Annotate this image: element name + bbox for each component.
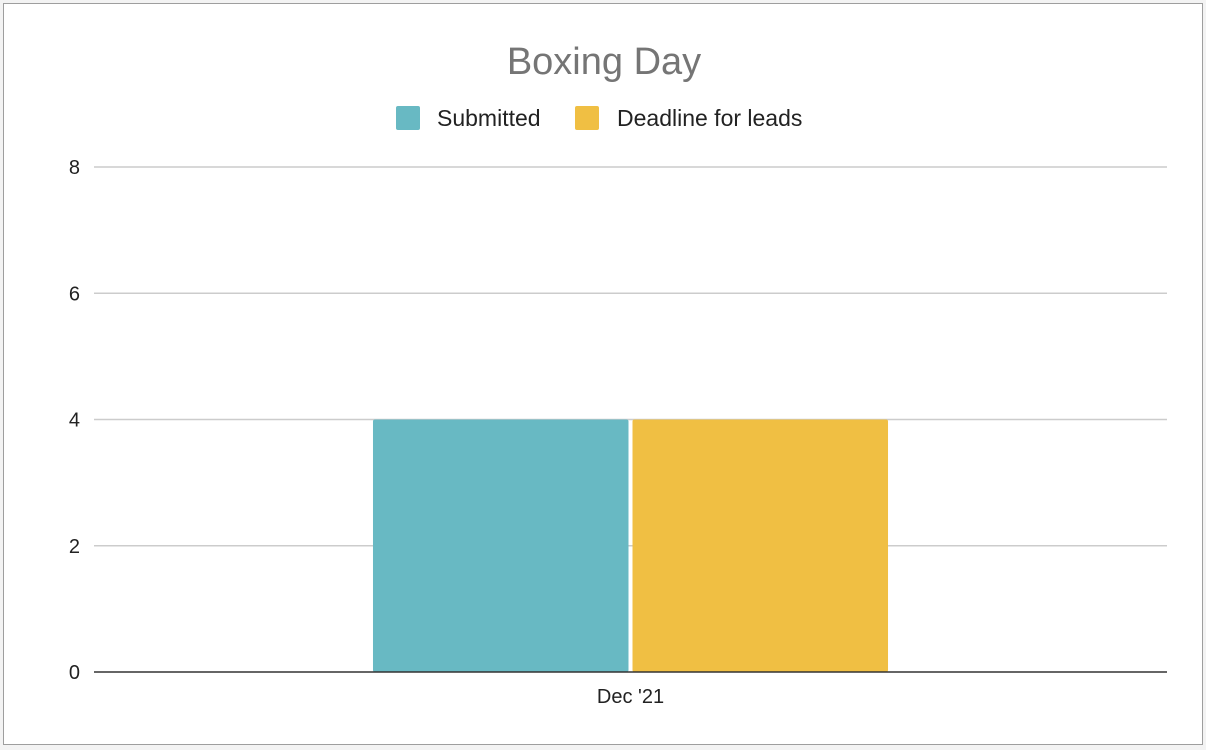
- legend-swatch-submitted: [396, 106, 420, 130]
- y-tick-label: 2: [69, 536, 80, 558]
- legend-label-deadline-for-leads: Deadline for leads: [617, 105, 802, 131]
- y-axis-ticks: 0 2 4 6 8: [69, 157, 80, 684]
- gridlines: [94, 166, 1167, 547]
- legend[interactable]: Submitted Deadline for leads: [396, 105, 802, 131]
- chart-container[interactable]: Boxing Day Submitted Deadline for leads …: [3, 3, 1203, 745]
- chart-title: Boxing Day: [507, 41, 701, 83]
- bars[interactable]: [372, 419, 889, 673]
- y-tick-label: 6: [69, 283, 80, 305]
- chart-svg: Boxing Day Submitted Deadline for leads …: [69, 41, 1167, 708]
- x-tick-label: Dec '21: [597, 686, 664, 708]
- y-tick-label: 4: [69, 410, 80, 432]
- legend-label-submitted: Submitted: [437, 105, 541, 131]
- x-axis-ticks: Dec '21: [597, 686, 664, 708]
- y-tick-label: 8: [69, 157, 80, 179]
- legend-swatch-deadline-for-leads: [575, 106, 599, 130]
- y-tick-label: 0: [69, 662, 80, 684]
- bar-deadline-for-leads[interactable]: [632, 419, 889, 673]
- bar-submitted[interactable]: [372, 419, 629, 673]
